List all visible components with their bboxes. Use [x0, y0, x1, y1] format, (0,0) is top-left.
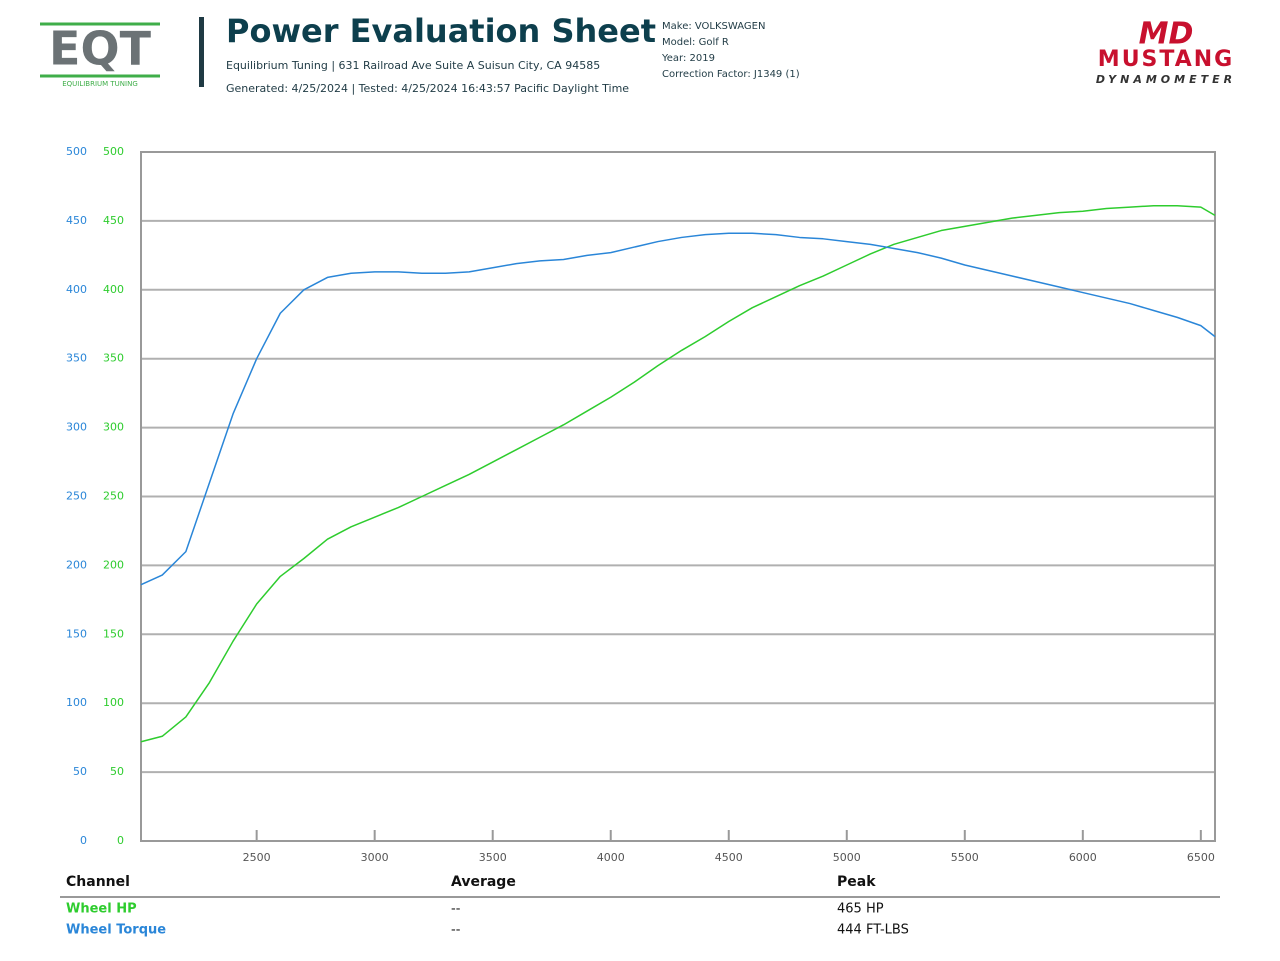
- x-tick-label: 5000: [833, 851, 861, 864]
- year: Year: 2019: [661, 53, 715, 64]
- y2-tick-label: 150: [103, 627, 124, 640]
- y-tick-label: 50: [73, 765, 87, 778]
- column-header: Average: [451, 874, 516, 890]
- y2-tick-label: 200: [103, 558, 124, 571]
- cell: --: [451, 923, 461, 938]
- y2-tick-label: 500: [103, 145, 124, 158]
- divider: [199, 17, 204, 87]
- series-line: [140, 232, 1216, 586]
- x-tick-label: 2500: [243, 851, 271, 864]
- x-tick-label: 3500: [479, 851, 507, 864]
- y-tick-label: 150: [66, 627, 87, 640]
- logo-name: MUSTANG: [1098, 47, 1234, 72]
- address: Equilibrium Tuning | 631 Railroad Ave Su…: [226, 59, 600, 72]
- channel-name: Wheel Torque: [66, 923, 166, 938]
- logo-sub: EQUILIBRIUM TUNING: [62, 80, 138, 88]
- y2-tick-label: 450: [103, 214, 124, 227]
- channel-name: Wheel HP: [66, 902, 137, 917]
- y2-tick-label: 0: [117, 834, 124, 847]
- x-tick-label: 4500: [715, 851, 743, 864]
- y-tick-label: 200: [66, 558, 87, 571]
- title: Power Evaluation Sheet: [226, 12, 656, 50]
- make: Make: VOLKSWAGEN: [662, 21, 765, 32]
- column-header: Peak: [837, 874, 876, 890]
- model: Model: Golf R: [662, 37, 729, 48]
- y2-tick-label: 300: [103, 421, 124, 434]
- generated: Generated: 4/25/2024 | Tested: 4/25/2024…: [226, 82, 629, 95]
- x-tick-label: 3000: [361, 851, 389, 864]
- logo-mark: EQT: [49, 22, 152, 76]
- y2-tick-label: 100: [103, 696, 124, 709]
- column-header: Channel: [66, 874, 130, 890]
- cell: 465 HP: [837, 902, 884, 917]
- y2-tick-label: 350: [103, 352, 124, 365]
- cell: --: [451, 902, 461, 917]
- logo-mark: MD: [1139, 17, 1194, 52]
- y-tick-label: 350: [66, 352, 87, 365]
- summary-table: Channel Average Peak Wheel HP -- 465 HP Wheel …: [60, 874, 1220, 938]
- plot-frame: [140, 151, 1216, 842]
- logo-left: EQT EQUILIBRIUM TUNING: [40, 22, 160, 88]
- y-tick-label: 0: [80, 834, 87, 847]
- y-tick-label: 100: [66, 696, 87, 709]
- y-tick-label: 450: [66, 214, 87, 227]
- y-tick-label: 300: [66, 421, 87, 434]
- x-tick-label: 4000: [597, 851, 625, 864]
- logo-right: MD MUSTANG DYNAMOMETER: [1096, 17, 1236, 87]
- x-tick-label: 6500: [1187, 851, 1215, 864]
- logo-sub: DYNAMOMETER: [1096, 73, 1236, 86]
- chart: 0501001502002503003504004505000501001502…: [66, 145, 1216, 864]
- x-tick-label: 5500: [951, 851, 979, 864]
- y2-tick-label: 400: [103, 283, 124, 296]
- y-tick-label: 500: [66, 145, 87, 158]
- cell: 444 FT-LBS: [837, 923, 909, 938]
- x-tick-label: 6000: [1069, 851, 1097, 864]
- series-line: [140, 204, 1216, 743]
- y2-tick-label: 250: [103, 490, 124, 503]
- correction: Correction Factor: J1349 (1): [662, 69, 800, 80]
- y-tick-label: 400: [66, 283, 87, 296]
- y2-tick-label: 50: [110, 765, 124, 778]
- y-tick-label: 250: [66, 490, 87, 503]
